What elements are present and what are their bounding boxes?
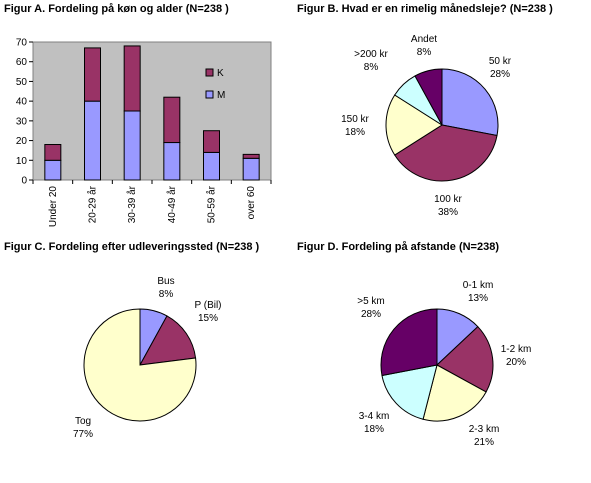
x-tick-label: 40-49 år xyxy=(166,185,178,223)
chart-c-title: Figur C. Fordeling efter udleveringssted… xyxy=(4,241,260,253)
x-tick-label: 50-59 år xyxy=(206,185,218,223)
bar-m xyxy=(84,100,101,181)
pie-d-slice xyxy=(422,364,487,422)
y-tick-label: 60 xyxy=(16,57,28,68)
legend-swatch-k xyxy=(205,68,214,77)
pie-d-slice-pct: 28% xyxy=(361,309,381,320)
y-tick-label: 50 xyxy=(16,77,28,88)
bar-k xyxy=(163,96,181,144)
legend-label-m: M xyxy=(217,90,225,101)
pie-d-slice xyxy=(381,364,438,420)
chart-a-title: Figur A. Fordeling på køn og alder (N=23… xyxy=(4,3,229,15)
y-tick-label: 40 xyxy=(16,97,28,108)
bar-m xyxy=(203,151,220,181)
pie-d-slice-pct: 18% xyxy=(364,424,384,435)
chart-b-title: Figur B. Hvad er en rimelig månedsleje? … xyxy=(297,3,553,15)
pie-b-slice-pct: 8% xyxy=(364,62,379,73)
bar-k xyxy=(84,47,101,102)
pie-d-slice-label: >5 km xyxy=(357,296,385,307)
pie-b-slice-label: 100 kr xyxy=(434,194,462,205)
pie-d-slice-pct: 21% xyxy=(474,437,494,448)
pie-b-slice xyxy=(414,68,443,126)
pie-d-slice-label: 2-3 km xyxy=(469,424,500,435)
bar-m xyxy=(123,110,141,181)
pie-d-slice-pct: 20% xyxy=(506,357,526,368)
pie-b-slice-label: 150 kr xyxy=(341,114,369,125)
bar-m xyxy=(242,157,260,181)
pie-b-slice-label: Andet xyxy=(411,34,437,45)
pie-d-slice-label: 0-1 km xyxy=(463,280,494,291)
pie-b-slice-pct: 18% xyxy=(345,127,365,138)
pie-c-slice-pct: 77% xyxy=(73,429,93,440)
pie-c-slice xyxy=(83,308,197,422)
pie-c-slice-pct: 8% xyxy=(159,289,174,300)
pie-d-slice xyxy=(436,325,494,393)
x-tick-label: Under 20 xyxy=(48,186,59,228)
bar-k xyxy=(44,144,62,161)
legend-swatch-m xyxy=(205,90,214,99)
bar-k xyxy=(203,130,220,153)
y-tick-label: 10 xyxy=(16,156,28,167)
x-tick-label: over 60 xyxy=(246,186,257,220)
pie-b-slice-pct: 28% xyxy=(490,69,510,80)
pie-d-slice-label: 3-4 km xyxy=(359,411,390,422)
legend-label-k: K xyxy=(217,68,224,79)
chart-d-title: Figur D. Fordeling på afstande (N=238) xyxy=(297,241,500,253)
pie-c-slice-pct: 15% xyxy=(198,313,218,324)
pie-b-slice xyxy=(385,94,443,156)
x-tick-label: 30-39 år xyxy=(126,185,138,223)
pie-c-slice-label: P (Bil) xyxy=(194,300,221,311)
pie-b-slice-pct: 8% xyxy=(417,47,432,58)
pie-d-slice xyxy=(380,308,438,377)
bar-m xyxy=(44,159,62,181)
pie-c-slice-label: Tog xyxy=(75,416,91,427)
pie-c-slice-label: Bus xyxy=(157,276,174,287)
bar-k xyxy=(123,45,141,112)
pie-d-slice-label: 1-2 km xyxy=(501,344,532,355)
y-tick-label: 20 xyxy=(16,136,28,147)
pie-d-slice-pct: 13% xyxy=(468,293,488,304)
y-tick-label: 0 xyxy=(21,176,27,187)
x-tick-label: 20-29 år xyxy=(87,185,99,223)
pie-b-slice-pct: 38% xyxy=(438,207,458,218)
plot-area xyxy=(32,41,272,181)
y-tick-label: 70 xyxy=(16,38,28,49)
pie-b-slice-label: 50 kr xyxy=(489,56,512,67)
pie-c-slice xyxy=(139,315,197,366)
pie-b-slice xyxy=(441,68,499,137)
bar-k xyxy=(242,153,260,159)
pie-b-slice-label: >200 kr xyxy=(354,49,388,60)
y-tick-label: 30 xyxy=(16,116,28,127)
bar-m xyxy=(163,142,181,181)
